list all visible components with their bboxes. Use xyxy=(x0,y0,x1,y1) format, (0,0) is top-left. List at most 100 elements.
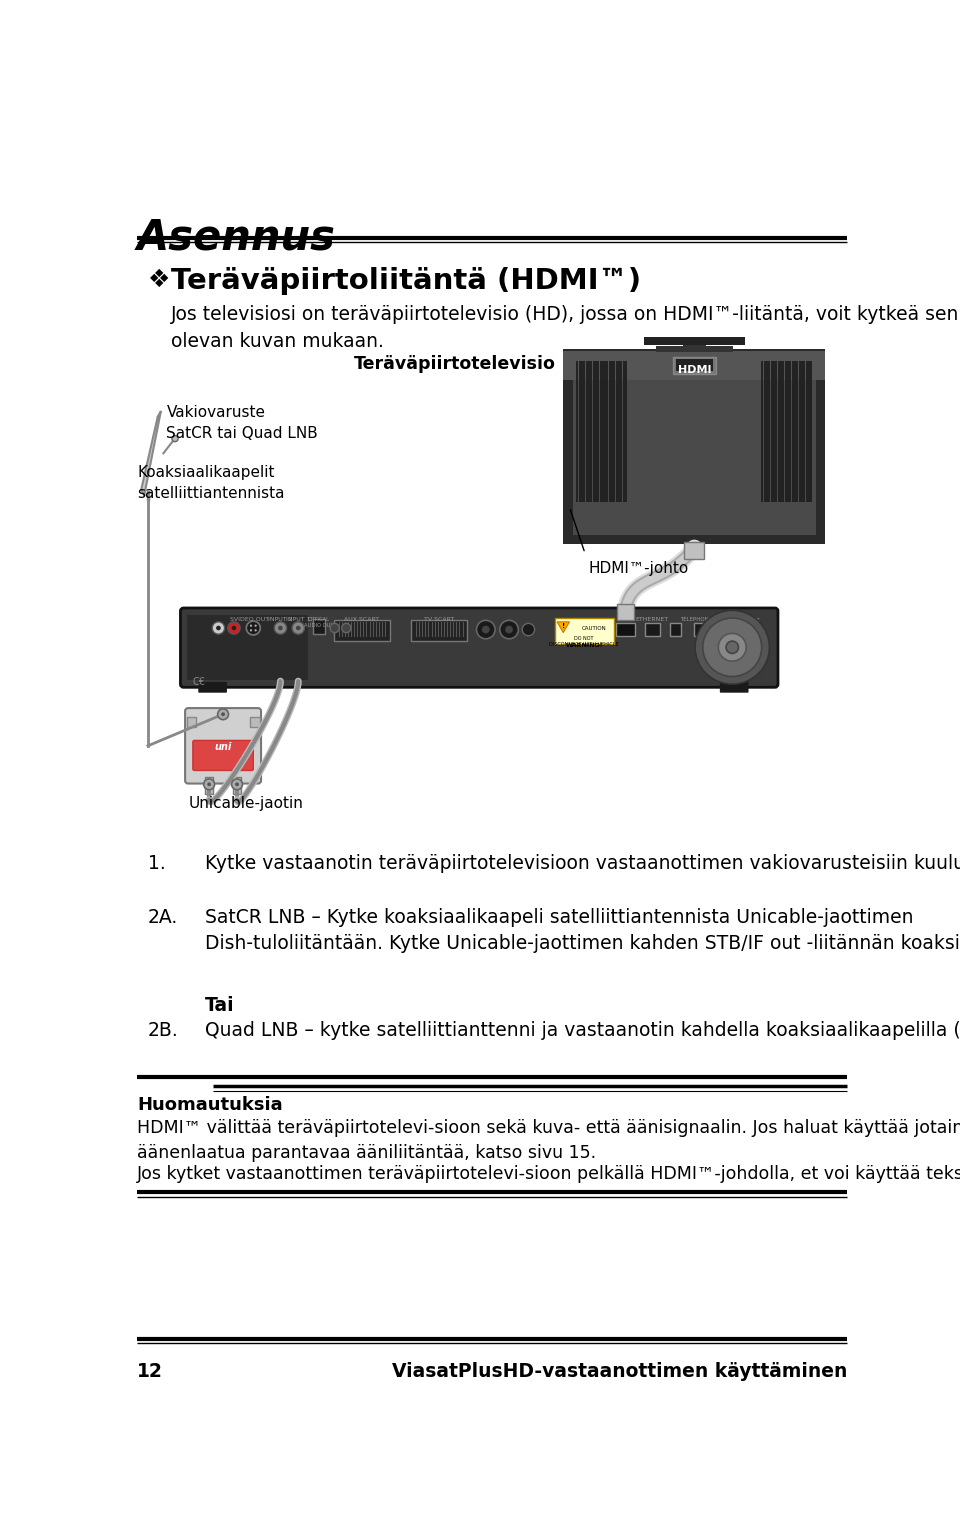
FancyBboxPatch shape xyxy=(555,619,614,645)
Text: uni: uni xyxy=(214,743,231,752)
Text: TV SCART: TV SCART xyxy=(424,617,454,622)
Text: Unicable-jaotin: Unicable-jaotin xyxy=(188,796,303,811)
Circle shape xyxy=(726,641,738,654)
FancyBboxPatch shape xyxy=(193,741,253,770)
Circle shape xyxy=(254,625,256,626)
Polygon shape xyxy=(141,410,161,496)
FancyBboxPatch shape xyxy=(334,620,390,641)
Circle shape xyxy=(292,622,304,634)
Text: CAUTION: CAUTION xyxy=(582,626,607,631)
Text: 12: 12 xyxy=(137,1361,163,1381)
Text: Huomautuksia: Huomautuksia xyxy=(137,1096,282,1115)
FancyBboxPatch shape xyxy=(199,681,227,692)
Text: !: ! xyxy=(562,623,564,629)
FancyBboxPatch shape xyxy=(730,623,754,635)
FancyBboxPatch shape xyxy=(564,349,826,544)
FancyBboxPatch shape xyxy=(670,623,681,635)
Text: INPUT 1: INPUT 1 xyxy=(286,617,310,622)
Text: C€: C€ xyxy=(193,677,205,686)
Circle shape xyxy=(275,622,287,634)
Circle shape xyxy=(228,622,240,634)
FancyBboxPatch shape xyxy=(234,787,239,798)
FancyBboxPatch shape xyxy=(313,619,325,634)
Text: Jos televisiosi on teräväpiirtotelevisio (HD), jossa on HDMI™-liitäntä, voit kyt: Jos televisiosi on teräväpiirtotelevisio… xyxy=(171,305,960,351)
FancyBboxPatch shape xyxy=(180,608,778,687)
Text: Tai: Tai xyxy=(205,997,235,1015)
Circle shape xyxy=(231,779,243,790)
Circle shape xyxy=(250,629,252,631)
Text: 230V ~ 50Hz: 230V ~ 50Hz xyxy=(724,617,759,622)
Text: INPUT 2: INPUT 2 xyxy=(268,617,293,622)
Circle shape xyxy=(476,620,495,638)
Circle shape xyxy=(216,626,221,631)
FancyBboxPatch shape xyxy=(693,623,712,635)
Circle shape xyxy=(500,620,518,638)
Circle shape xyxy=(212,622,225,634)
Text: Quad LNB – kytke satelliittianttenni ja vastaanotin kahdella koaksiaalikaapelill: Quad LNB – kytke satelliittianttenni ja … xyxy=(205,1021,960,1041)
FancyBboxPatch shape xyxy=(616,605,634,620)
FancyBboxPatch shape xyxy=(412,620,468,641)
Text: HDMI: HDMI xyxy=(678,364,711,375)
Text: HDMI™-johto: HDMI™-johto xyxy=(588,560,689,576)
Circle shape xyxy=(250,625,252,626)
Text: WARNING!: WARNING! xyxy=(565,643,603,649)
Circle shape xyxy=(172,435,179,441)
FancyBboxPatch shape xyxy=(206,787,211,798)
Text: SVIDEO OUT: SVIDEO OUT xyxy=(229,617,269,622)
Text: Kytke vastaanotin teräväpiirtotelevisioon vastaanottimen vakiovarusteisiin kuulu: Kytke vastaanotin teräväpiirtotelevisioo… xyxy=(205,854,960,873)
FancyBboxPatch shape xyxy=(185,709,261,784)
Circle shape xyxy=(247,622,260,635)
Text: 2B.: 2B. xyxy=(148,1021,179,1041)
FancyBboxPatch shape xyxy=(616,623,635,635)
FancyBboxPatch shape xyxy=(186,718,196,727)
Circle shape xyxy=(718,634,746,661)
Text: SatCR LNB – Kytke koaksiaalikaapeli satelliittiantennista Unicable-jaottimen
Dis: SatCR LNB – Kytke koaksiaalikaapeli sate… xyxy=(205,908,960,952)
FancyBboxPatch shape xyxy=(572,380,816,534)
Polygon shape xyxy=(557,622,569,632)
Text: Teräväpiirtotelevisio: Teräväpiirtotelevisio xyxy=(353,355,556,372)
FancyBboxPatch shape xyxy=(205,778,213,795)
Circle shape xyxy=(207,782,211,787)
FancyBboxPatch shape xyxy=(684,542,705,559)
Text: Vakiovaruste
SatCR tai Quad LNB: Vakiovaruste SatCR tai Quad LNB xyxy=(166,406,319,441)
Circle shape xyxy=(505,626,513,634)
Circle shape xyxy=(204,779,214,790)
Circle shape xyxy=(695,611,770,684)
Text: HDMI™ välittää teräväpiirtotelevi­sioon sekä kuva- että äänisignaalin. Jos halua: HDMI™ välittää teräväpiirtotelevi­sioon … xyxy=(137,1119,960,1162)
Circle shape xyxy=(221,712,225,717)
Text: Jos kytket vastaanottimen teräväpiirtotelevi­sioon pelkällä HDMI™-johdolla, et v: Jos kytket vastaanottimen teräväpiirtote… xyxy=(137,1165,960,1183)
Circle shape xyxy=(342,623,351,632)
Text: 1.: 1. xyxy=(148,854,166,873)
Circle shape xyxy=(254,629,256,631)
Text: HDMI: HDMI xyxy=(617,617,634,622)
Circle shape xyxy=(218,709,228,720)
Circle shape xyxy=(278,626,283,631)
Text: OPTICAL
AUDIO OUT: OPTICAL AUDIO OUT xyxy=(304,617,334,628)
Circle shape xyxy=(296,626,300,631)
Text: 2A.: 2A. xyxy=(148,908,179,926)
Text: ETHERNET: ETHERNET xyxy=(636,617,669,622)
FancyBboxPatch shape xyxy=(645,623,660,635)
Text: ❖: ❖ xyxy=(148,268,170,292)
FancyBboxPatch shape xyxy=(644,337,745,344)
Text: ViasatPlusHD-vastaanottimen käyttäminen: ViasatPlusHD-vastaanottimen käyttäminen xyxy=(392,1361,847,1381)
FancyBboxPatch shape xyxy=(673,357,716,374)
Text: TELEPHONE LINE: TELEPHONE LINE xyxy=(680,617,726,622)
Circle shape xyxy=(235,782,239,787)
Text: Koaksiaalikaapelit
satelliittiantennista: Koaksiaalikaapelit satelliittiantennista xyxy=(137,465,284,501)
Circle shape xyxy=(522,623,535,635)
Circle shape xyxy=(330,623,339,632)
Text: DO NOT
DISCONNECT WITH VEHICLE: DO NOT DISCONNECT WITH VEHICLE xyxy=(549,635,619,646)
FancyBboxPatch shape xyxy=(564,351,826,380)
Text: Teräväpiirtoliitäntä (HDMI™): Teräväpiirtoliitäntä (HDMI™) xyxy=(171,266,641,295)
Circle shape xyxy=(231,626,236,631)
FancyBboxPatch shape xyxy=(720,681,749,692)
FancyBboxPatch shape xyxy=(187,615,307,680)
FancyBboxPatch shape xyxy=(683,340,706,351)
Circle shape xyxy=(482,626,490,634)
FancyBboxPatch shape xyxy=(251,718,259,727)
FancyBboxPatch shape xyxy=(676,358,713,371)
Text: Asennus: Asennus xyxy=(137,216,336,259)
FancyBboxPatch shape xyxy=(233,778,241,795)
Text: AUX SCART: AUX SCART xyxy=(345,617,379,622)
